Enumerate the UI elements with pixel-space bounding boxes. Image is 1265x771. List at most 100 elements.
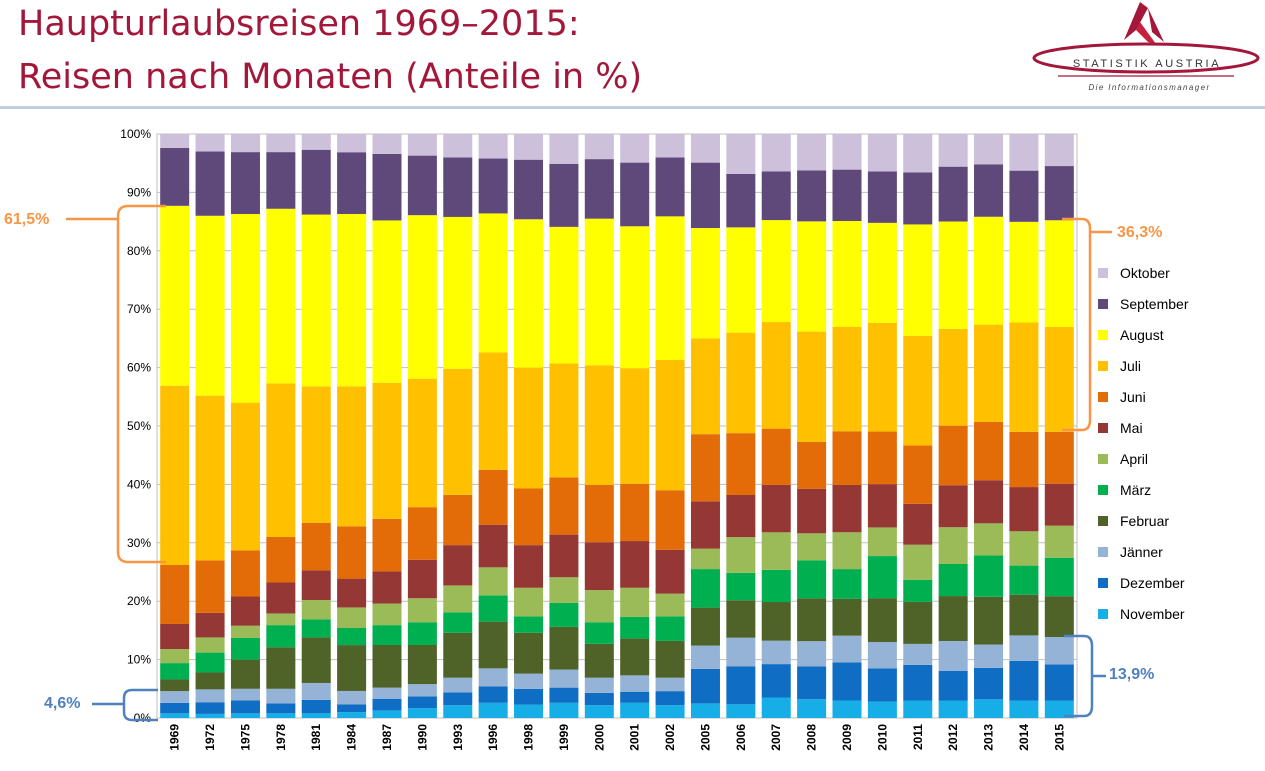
bar-segment-juni [1009,431,1039,488]
bar-segment-november [195,713,225,718]
bar-segment-august [690,228,720,339]
bar-segment-dezember [266,703,296,714]
bar-segment-april [301,600,331,620]
bar-segment-oktober [797,134,827,171]
bar-segment-oktober [443,134,473,158]
bar-segment-august [797,221,827,332]
bar-segment-dezember [1009,660,1039,701]
x-tick-label: 1998 [522,724,536,751]
bar-segment-dezember [832,662,862,701]
bar-segment-märz [726,572,756,601]
bar-segment-märz [797,560,827,599]
bar-segment-oktober [974,134,1004,165]
bar-segment-dezember [867,668,897,702]
bar-segment-oktober [266,134,296,153]
bar-segment-februar [266,647,296,689]
bar-segment-februar [160,679,190,692]
bar-segment-november [372,710,402,718]
bar-segment-juli [832,326,862,432]
bar-segment-september [655,157,685,217]
bar-segment-oktober [230,134,260,153]
bar-segment-juli [974,324,1004,422]
x-tick-label: 2000 [592,724,606,751]
bar-segment-jänner [655,677,685,692]
bar-segment-april [160,649,190,664]
bar-segment-oktober [832,134,862,170]
annotation-left-bottom: 4,6% [44,695,81,712]
bar-segment-august [1009,221,1039,323]
bar-segment-juli [407,378,437,508]
bar-segment-jänner [407,684,437,697]
bar-segment-februar [584,643,614,678]
bar-segment-märz [867,556,897,599]
bar-segment-juni [266,536,296,583]
legend-label: März [1120,482,1151,498]
bar-segment-juni [832,431,862,485]
bar-segment-juli [478,352,508,470]
bar-segment-märz [584,622,614,644]
bar-segment-april [549,577,579,603]
bar-segment-märz [230,637,260,660]
bar-segment-juni [690,434,720,502]
bar-segment-juli [690,338,720,435]
bar-segment-dezember [726,666,756,705]
bar-segment-juli [867,322,897,432]
bar-segment-november [337,712,367,718]
bar-segment-november [230,713,260,718]
bar-segment-märz [761,569,791,603]
bar-segment-märz [832,569,862,599]
bar-segment-august [761,220,791,323]
bar-segment-september [690,162,720,229]
x-tick-label: 1969 [168,724,182,751]
bar-segment-april [407,598,437,623]
bar-segment-september [372,153,402,221]
bar-segment-jänner [832,635,862,663]
bar-segment-jänner [160,691,190,703]
bar-segment-februar [1044,596,1074,637]
bar-segment-august [443,216,473,369]
x-tick-label: 1990 [415,724,429,751]
bar-segment-jänner [266,688,296,704]
bar-segment-oktober [549,134,579,164]
bar-segment-november [974,699,1004,718]
legend-label: September [1120,296,1189,312]
bar-segment-oktober [1044,134,1074,167]
bar-segment-dezember [938,670,968,701]
bar-segment-märz [407,622,437,645]
bar-segment-juli [1044,326,1074,432]
bar-segment-mai [832,484,862,533]
bar-segment-november [903,700,933,718]
y-tick-label: 40% [127,477,151,491]
legend-swatch [1098,578,1108,588]
bar-segment-jänner [195,689,225,703]
y-tick-label: 60% [127,361,151,375]
bar-segment-märz [443,612,473,633]
bar-segment-dezember [195,702,225,714]
bar-segment-juni [974,421,1004,481]
bar-segment-oktober [195,134,225,152]
bar-segment-oktober [337,134,367,153]
bar-segment-mai [514,545,544,588]
legend-label: November [1120,606,1185,622]
bar-segment-september [1044,166,1074,221]
bar-segment-september [584,159,614,219]
bar-segment-april [797,533,827,561]
bar-segment-juni [584,484,614,543]
bar-segment-märz [266,625,296,648]
bar-segment-oktober [655,134,685,158]
bar-segment-juli [266,383,296,537]
bar-segment-jänner [761,640,791,665]
x-tick-label: 1996 [486,724,500,751]
bar-segment-september [549,163,579,227]
bar-segment-märz [160,663,190,680]
legend-label: Juni [1120,389,1146,405]
bar-segment-november [797,699,827,718]
bar-segment-juli [514,367,544,489]
bar-segment-jänner [1009,635,1039,661]
bar-segment-jänner [903,643,933,665]
bar-segment-september [620,162,650,227]
bar-segment-februar [514,632,544,674]
bar-segment-dezember [620,691,650,703]
x-tick-label: 2002 [663,724,677,751]
bar-segment-september [301,149,331,215]
